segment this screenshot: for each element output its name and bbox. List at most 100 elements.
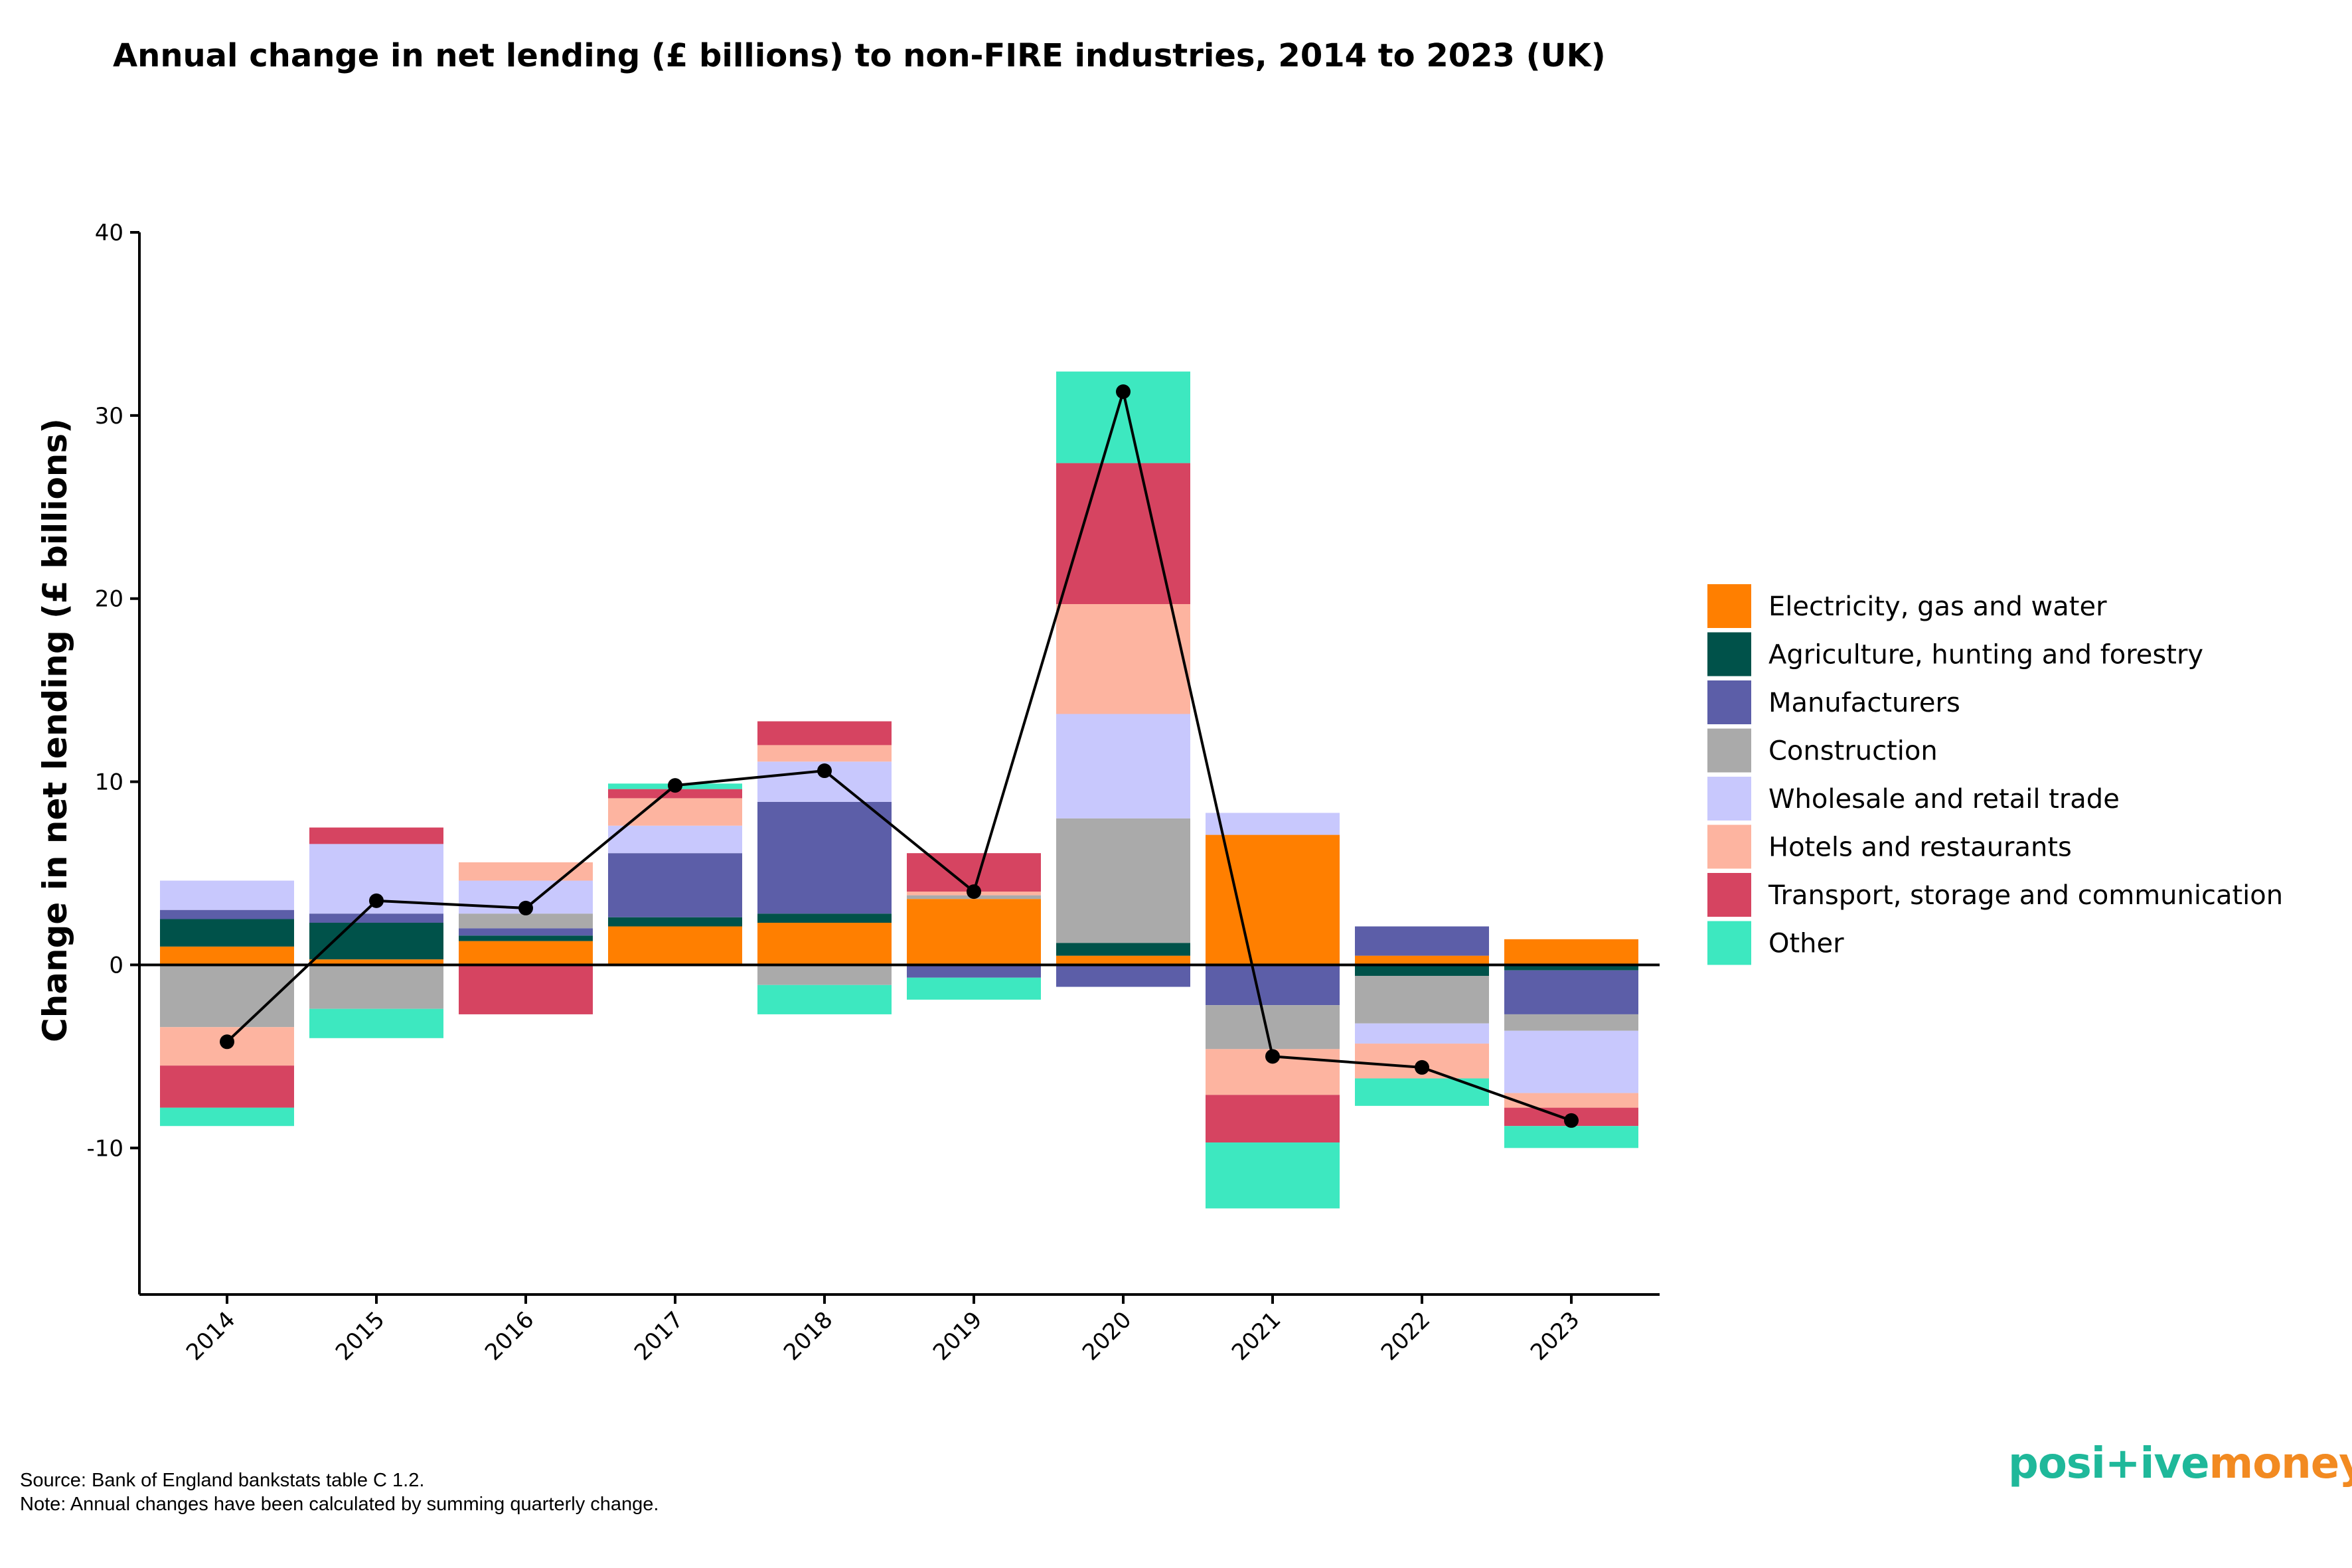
legend-label-4: Wholesale and retail trade — [1768, 784, 2120, 815]
bar-2023-series-0 — [1504, 939, 1638, 965]
x-tick-label: 2017 — [629, 1306, 688, 1366]
bar-2015-series-2 — [309, 913, 443, 923]
bar-2015-series-0 — [309, 959, 443, 965]
bar-2023-series-7 — [1504, 1126, 1638, 1148]
footer-notes: Source: Bank of England bankstats table … — [20, 1468, 659, 1516]
bar-2022-series-7 — [1355, 1078, 1489, 1106]
x-tick-label: 2015 — [331, 1306, 390, 1366]
bar-2020-series-2 — [1056, 965, 1190, 987]
total-point-2016 — [518, 900, 533, 915]
bar-2022-series-1 — [1355, 965, 1489, 976]
bar-2022-series-4 — [1355, 1023, 1489, 1044]
legend-label-6: Transport, storage and communication — [1768, 880, 2283, 911]
bar-2014-series-0 — [160, 946, 294, 965]
total-point-2021 — [1265, 1049, 1280, 1064]
legend-label-2: Manufacturers — [1768, 688, 1960, 718]
x-tick-label: 2019 — [928, 1306, 987, 1366]
bar-2022-series-2 — [1355, 926, 1489, 956]
bar-2014-series-1 — [160, 919, 294, 947]
legend-swatch-6 — [1707, 873, 1751, 917]
bar-2020-series-6 — [1056, 463, 1190, 604]
bar-2016-series-1 — [459, 935, 593, 941]
total-point-2015 — [369, 893, 384, 908]
bar-2016-series-2 — [459, 928, 593, 936]
bar-2018-series-2 — [757, 801, 892, 914]
bar-2018-series-0 — [757, 923, 892, 965]
bar-2023-series-4 — [1504, 1030, 1638, 1093]
bar-2014-series-6 — [160, 1065, 294, 1108]
bar-2022-series-3 — [1355, 976, 1489, 1024]
legend: Electricity, gas and water Agriculture, h… — [1707, 584, 2283, 965]
bar-2023-series-2 — [1504, 970, 1638, 1014]
source-note: Source: Bank of England bankstats table … — [20, 1470, 425, 1491]
bar-2019-series-2 — [907, 965, 1041, 978]
bar-2014-series-2 — [160, 909, 294, 919]
bar-2021-series-2 — [1206, 965, 1340, 1006]
legend-swatch-1 — [1707, 632, 1751, 676]
bar-2021-series-7 — [1206, 1142, 1340, 1209]
y-axis-label: Change in net lending (£ billions) — [36, 418, 74, 1042]
y-tick-label: 20 — [95, 586, 123, 613]
bar-2021-series-3 — [1206, 1005, 1340, 1050]
bar-2020-series-1 — [1056, 943, 1190, 956]
bar-2016-series-3 — [459, 913, 593, 929]
bar-2020-series-4 — [1056, 714, 1190, 819]
legend-label-0: Electricity, gas and water — [1768, 591, 2107, 622]
logo-part-1: posi+ive — [2008, 1439, 2209, 1488]
legend-swatch-4 — [1707, 777, 1751, 821]
bars-layer — [160, 371, 1638, 1209]
total-line — [226, 386, 1572, 1122]
bar-2018-series-3 — [757, 965, 892, 985]
legend-label-5: Hotels and restaurants — [1768, 832, 2072, 863]
bar-2019-series-7 — [907, 977, 1041, 1000]
bar-2014-series-4 — [160, 880, 294, 910]
bar-2023-series-5 — [1504, 1093, 1638, 1108]
bar-2023-series-3 — [1504, 1014, 1638, 1031]
bar-2017-series-1 — [608, 917, 742, 927]
x-tick-label: 2014 — [181, 1306, 240, 1366]
bar-2018-series-7 — [757, 984, 892, 1014]
total-point-2020 — [1116, 384, 1131, 399]
x-tick-label: 2022 — [1376, 1306, 1435, 1366]
total-point-2014 — [220, 1034, 234, 1050]
bar-2015-series-6 — [309, 827, 443, 844]
bar-2017-series-0 — [608, 926, 742, 965]
bar-2021-series-6 — [1206, 1095, 1340, 1143]
bar-2015-series-3 — [309, 965, 443, 1009]
logo-part-2: money — [2209, 1439, 2352, 1488]
legend-label-7: Other — [1768, 929, 1844, 959]
legend-swatch-5 — [1707, 824, 1751, 869]
chart-title: Annual change in net lending (£ billions… — [113, 37, 1606, 74]
y-tick-label: 10 — [95, 769, 123, 796]
bar-2021-series-0 — [1206, 834, 1340, 965]
legend-label-3: Construction — [1768, 736, 1938, 767]
bar-2016-series-5 — [459, 862, 593, 881]
bar-2020-series-0 — [1056, 955, 1190, 965]
total-point-2022 — [1415, 1059, 1429, 1075]
positive-money-logo: posi+ivemoney — [2008, 1439, 2352, 1488]
bar-2022-series-0 — [1355, 955, 1489, 965]
bar-2014-series-7 — [160, 1107, 294, 1127]
bar-2018-series-1 — [757, 913, 892, 923]
total-point-2018 — [817, 763, 832, 779]
total-point-2019 — [967, 884, 981, 900]
bar-2017-series-5 — [608, 798, 742, 826]
bar-2014-series-3 — [160, 965, 294, 1028]
bar-2020-series-3 — [1056, 818, 1190, 943]
legend-swatch-0 — [1707, 584, 1751, 628]
bar-2019-series-0 — [907, 899, 1041, 965]
bar-2015-series-7 — [309, 1008, 443, 1038]
bar-2018-series-5 — [757, 745, 892, 762]
x-tick-label: 2016 — [480, 1306, 539, 1366]
total-point-2017 — [668, 778, 682, 793]
total-point-2023 — [1564, 1113, 1579, 1128]
legend-swatch-7 — [1707, 921, 1751, 965]
x-tick-label: 2018 — [779, 1306, 838, 1366]
y-tick-label: 30 — [95, 403, 123, 430]
bar-2017-series-4 — [608, 825, 742, 854]
bar-2023-series-1 — [1504, 965, 1638, 971]
y-tick-label: 40 — [95, 220, 123, 246]
bar-2020-series-5 — [1056, 604, 1190, 714]
bar-2015-series-1 — [309, 923, 443, 960]
